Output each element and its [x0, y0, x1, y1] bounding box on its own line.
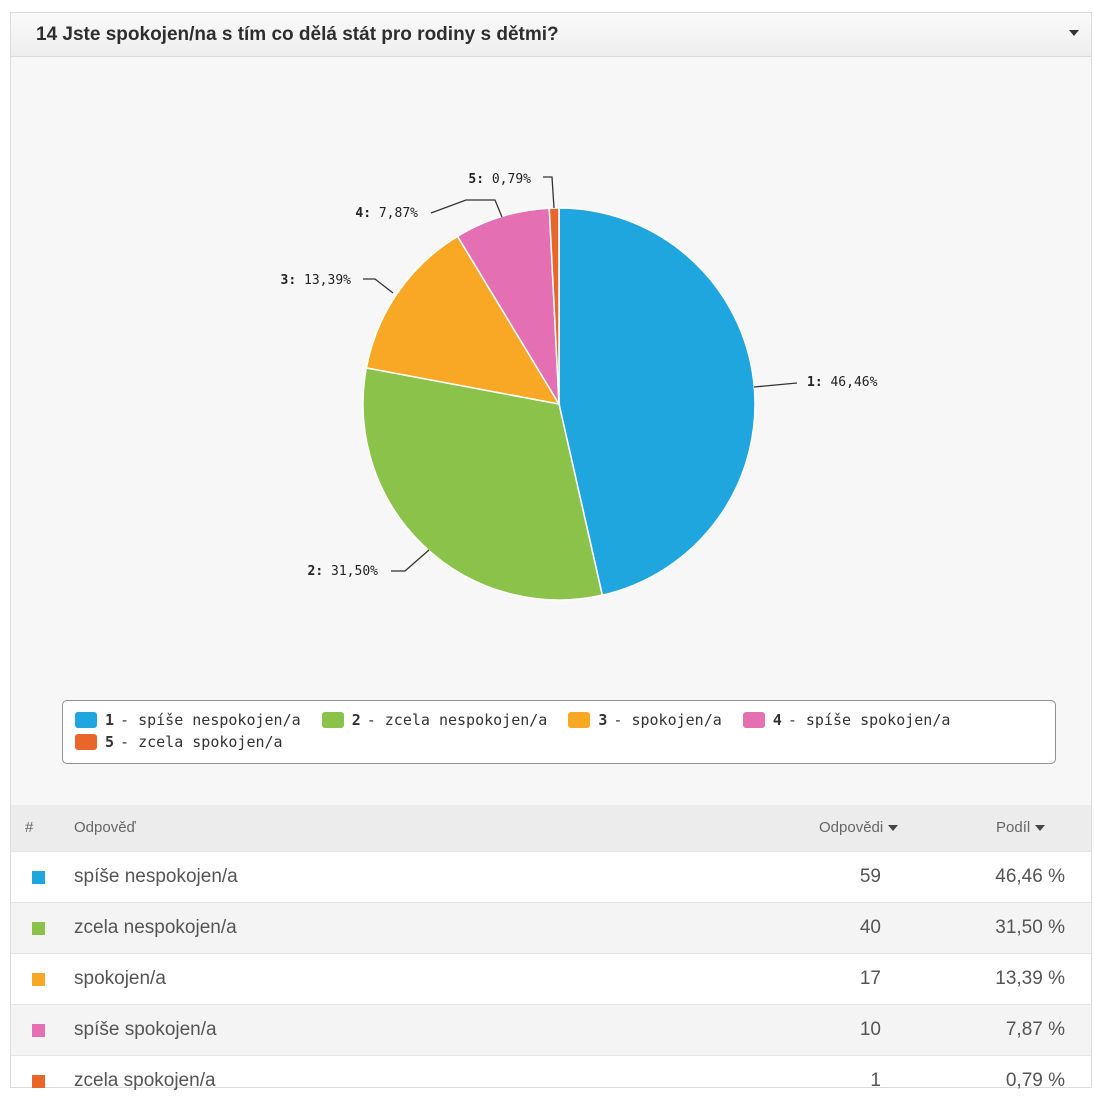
row-share: 7,87 %: [1005, 1019, 1065, 1040]
row-count: 59: [859, 866, 881, 887]
panel-header[interactable]: 14 Jste spokojen/na s tím co dělá stát p…: [11, 13, 1091, 57]
legend-swatch: [75, 712, 97, 728]
legend-number: 1: [105, 711, 115, 729]
table-row: spíše spokojen/a 10 7,87 %: [11, 1004, 1091, 1055]
row-answer: zcela spokojen/a: [74, 1070, 216, 1091]
table-row: zcela spokojen/a 1 0,79 %: [11, 1055, 1091, 1106]
row-share: 13,39 %: [995, 968, 1065, 989]
column-answer: Odpověď: [74, 819, 136, 836]
question-panel: 14 Jste spokojen/na s tím co dělá stát p…: [10, 12, 1092, 1091]
row-answer: spíše nespokojen/a: [74, 866, 238, 887]
row-color-square: [32, 1024, 45, 1037]
row-answer: spíše spokojen/a: [74, 1019, 217, 1040]
sort-caret-icon: [888, 825, 899, 832]
question-title: 14 Jste spokojen/na s tím co dělá stát p…: [36, 24, 559, 45]
legend-label: - spíše spokojen/a: [787, 711, 951, 729]
legend-item-4[interactable]: 4 - spíše spokojen/a: [742, 709, 951, 731]
column-share-sort[interactable]: Podíl: [996, 819, 1046, 836]
row-share: 46,46 %: [995, 866, 1065, 887]
legend-swatch: [742, 712, 765, 728]
legend-number: 3: [598, 711, 608, 729]
legend-label: - zcela spokojen/a: [120, 733, 283, 751]
row-share: 31,50 %: [995, 917, 1065, 938]
legend-swatch: [75, 734, 97, 750]
row-count: 1: [870, 1070, 881, 1091]
pie-chart: 1: 46,46% 2: 31,50% 3: 13,39% 4: 7,87% 5: 0,…: [281, 172, 878, 601]
pie-data-label: 2: 31,50%: [308, 564, 379, 579]
pie-data-label: 3: 13,39%: [281, 273, 352, 288]
legend-item-5[interactable]: 5 - zcela spokojen/a: [75, 731, 283, 753]
column-share-label: Podíl: [996, 819, 1031, 836]
column-count-label: Odpovědi: [819, 819, 884, 836]
results-table: # Odpověď Odpovědi Podíl spíše nespokoje…: [11, 805, 1091, 1106]
legend-number: 4: [772, 711, 782, 729]
row-color-square: [32, 871, 45, 884]
pie-slice-1[interactable]: [558, 207, 756, 597]
row-count: 10: [859, 1019, 881, 1040]
table-row: zcela nespokojen/a 40 31,50 %: [11, 902, 1091, 953]
row-answer: zcela nespokojen/a: [74, 917, 237, 938]
legend-number: 2: [351, 711, 361, 729]
legend-swatch: [568, 712, 591, 728]
row-count: 40: [859, 917, 881, 938]
chart-area: 1: 46,46% 2: 31,50% 3: 13,39% 4: 7,87% 5: 0,…: [11, 57, 1091, 805]
pie-data-label: 5: 0,79%: [468, 172, 531, 187]
pie-data-label: 4: 7,87%: [355, 206, 418, 221]
row-color-square: [32, 1075, 45, 1088]
pie-slice-5[interactable]: [548, 207, 560, 405]
row-share: 0,79 %: [1005, 1070, 1065, 1091]
pie-leader-line: [430, 199, 503, 218]
pie-leader-line: [391, 549, 430, 572]
legend-label: - zcela nespokojen/a: [366, 711, 548, 729]
pie-slice-3[interactable]: [365, 235, 561, 406]
legend-number: 5: [105, 733, 115, 751]
table-row: spokojen/a 17 13,39 %: [11, 953, 1091, 1004]
table-header: # Odpověď Odpovědi Podíl: [11, 805, 1091, 851]
collapse-caret-icon[interactable]: [1069, 30, 1079, 36]
legend-item-1[interactable]: 1 - spíše nespokojen/a: [75, 709, 301, 731]
legend-item-3[interactable]: 3 - spokojen/a: [568, 709, 722, 731]
row-answer: spokojen/a: [74, 968, 166, 989]
row-count: 17: [859, 968, 881, 989]
column-count-sort[interactable]: Odpovědi: [819, 819, 899, 836]
row-color-square: [32, 973, 45, 986]
legend-label: - spokojen/a: [613, 711, 722, 729]
pie-leader-line: [363, 278, 394, 294]
pie-leader-line: [753, 382, 798, 388]
table-row: spíše nespokojen/a 59 46,46 %: [11, 851, 1091, 902]
pie-slice-2[interactable]: [362, 366, 604, 601]
legend-swatch: [321, 712, 344, 728]
pie-leader-line: [543, 176, 555, 209]
legend-label: - spíše nespokojen/a: [120, 711, 301, 729]
legend-item-2[interactable]: 2 - zcela nespokojen/a: [321, 709, 548, 731]
sort-caret-icon: [1035, 825, 1046, 832]
column-hash: #: [25, 819, 34, 836]
chart-legend: 1 - spíše nespokojen/a 2 - zcela nespoko…: [62, 700, 1056, 764]
row-color-square: [32, 922, 45, 935]
pie-data-label: 1: 46,46%: [807, 375, 878, 390]
